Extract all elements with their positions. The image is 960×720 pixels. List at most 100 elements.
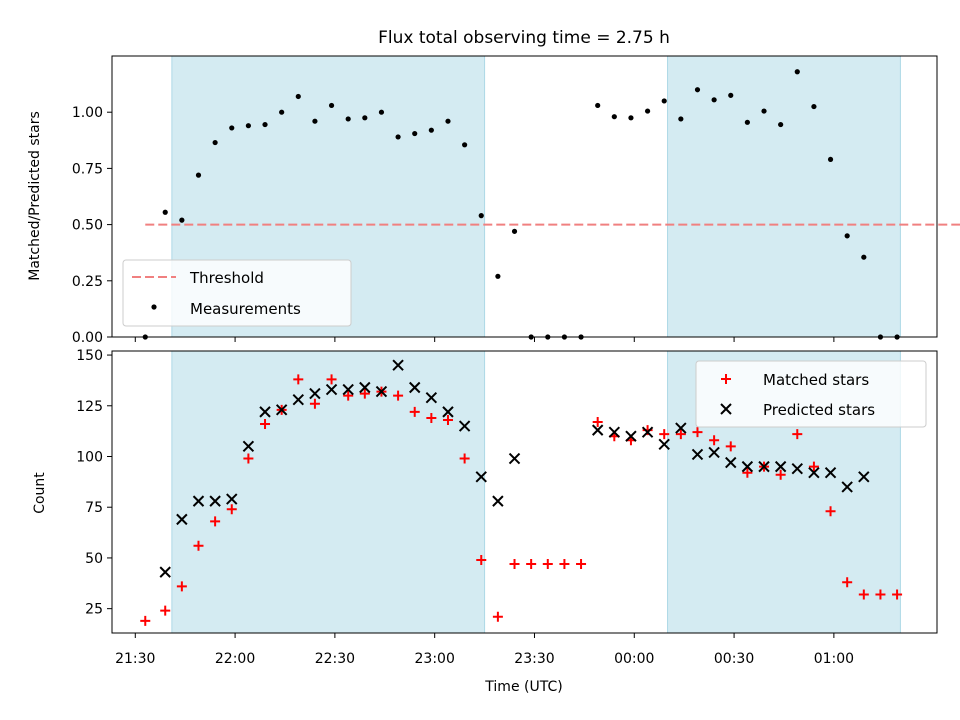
predicted-point (858, 471, 870, 483)
matched-point (875, 589, 886, 600)
matched-point (210, 516, 221, 527)
measurement-point (378, 109, 385, 115)
predicted-point (625, 430, 637, 442)
measurement-point (245, 123, 251, 129)
matched-point (542, 559, 553, 570)
predicted-point (159, 566, 171, 578)
x-tick-label: 23:00 (415, 651, 455, 667)
predicted-point (242, 440, 255, 453)
matched-point (260, 419, 271, 430)
top-y-tick-label: 0.25 (72, 274, 103, 290)
predicted-point (508, 452, 521, 465)
top-y-tick-label: 0.00 (72, 330, 103, 346)
measurement-point (295, 93, 301, 100)
matched-point (226, 504, 237, 515)
measurement-point (595, 102, 601, 109)
predicted-point (492, 495, 504, 507)
measurement-point (694, 87, 701, 93)
matched-point (692, 427, 703, 438)
predicted-point (226, 493, 238, 505)
predicted-point (458, 420, 471, 432)
predicted-point (658, 438, 670, 451)
matched-point (442, 414, 453, 425)
measurement-point (328, 102, 335, 109)
bottom-y-tick-label: 125 (76, 399, 103, 415)
predicted-point (442, 406, 454, 418)
legend-matched-swatch (721, 374, 731, 384)
measurement-point (728, 92, 734, 98)
measurement-point (279, 109, 285, 115)
matched-point (426, 412, 437, 423)
predicted-point (209, 495, 221, 507)
predicted-point (691, 448, 704, 461)
x-tick-label: 23:30 (514, 651, 554, 667)
matched-point (592, 417, 603, 428)
measurement-point (761, 108, 767, 114)
predicted-point (325, 383, 338, 396)
matched-point (709, 435, 720, 446)
legend-predicted-swatch (720, 403, 732, 415)
measurement-point (345, 116, 351, 122)
predicted-point (791, 462, 803, 475)
predicted-point (176, 513, 188, 526)
legend-measurements-swatch (151, 304, 157, 310)
bottom-y-axis-label: Count (32, 472, 48, 514)
matched-point (393, 390, 404, 401)
matched-point (775, 469, 786, 480)
top-legend: Threshold Measurements (122, 259, 352, 327)
matched-point (892, 589, 903, 600)
matched-point (559, 559, 570, 570)
matched-point (326, 374, 337, 385)
top-y-tick-label: 0.50 (72, 218, 103, 234)
matched-point (742, 467, 753, 478)
top-y-axis-label: Matched/Predicted stars (27, 111, 43, 281)
matched-point (343, 390, 354, 401)
predicted-point (275, 404, 288, 416)
measurement-point (179, 217, 185, 223)
matched-point (243, 453, 254, 464)
predicted-point (409, 381, 421, 394)
matched-point (492, 611, 503, 622)
measurement-point (678, 116, 684, 122)
observing-window (667, 56, 901, 337)
matched-point (576, 559, 587, 570)
measurement-point (744, 119, 750, 125)
measurement-point (229, 125, 235, 131)
predicted-point (774, 460, 787, 473)
measurement-point (844, 233, 850, 239)
matched-point (476, 554, 487, 565)
legend-predicted-label: Predicted stars (763, 401, 875, 419)
x-tick-label: 01:00 (814, 651, 854, 667)
measurement-point (395, 134, 401, 140)
predicted-point (741, 460, 754, 473)
predicted-point (259, 406, 271, 418)
measurement-point (711, 97, 717, 103)
matched-point (659, 429, 670, 440)
bottom-y-tick-label: 150 (76, 348, 103, 364)
x-tick-label: 21:30 (115, 651, 155, 667)
predicted-point (475, 471, 487, 483)
matched-point (792, 429, 803, 440)
measurement-point (262, 121, 268, 128)
measurement-point (428, 127, 434, 133)
x-axis-label: Time (UTC) (484, 679, 562, 695)
predicted-point (608, 426, 621, 438)
chart-title: Flux total observing time = 2.75 h (378, 28, 670, 48)
top-legend-box (122, 259, 352, 327)
predicted-point (675, 422, 687, 434)
matched-point (193, 540, 204, 551)
predicted-point (375, 385, 388, 398)
x-tick-label: 22:30 (315, 651, 355, 667)
predicted-point (292, 393, 304, 406)
measurement-point (811, 103, 817, 110)
predicted-point (425, 391, 438, 404)
bottom-legend: Matched stars Predicted stars (695, 360, 927, 428)
x-tick-label: 00:30 (714, 651, 754, 667)
predicted-point (192, 495, 205, 507)
x-tick-label: 22:00 (215, 651, 255, 667)
legend-measurements-label: Measurements (190, 300, 301, 318)
measurement-point (794, 69, 800, 75)
predicted-point (824, 467, 837, 479)
predicted-point (725, 456, 737, 469)
